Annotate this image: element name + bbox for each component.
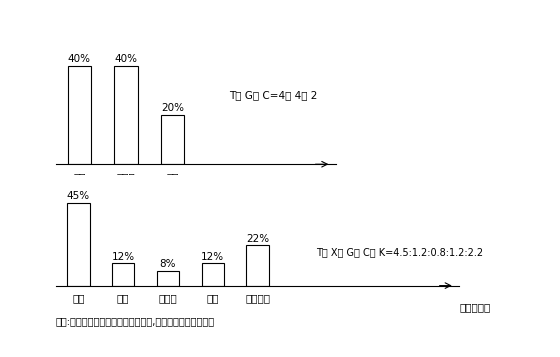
Bar [161, 115, 184, 164]
Bar [157, 271, 179, 286]
Bar [114, 66, 138, 164]
Text: 12%: 12% [201, 252, 225, 262]
Text: 45%: 45% [67, 191, 90, 201]
Text: T： G： C=4： 4： 2: T： G： C=4： 4： 2 [228, 90, 317, 100]
Text: 12%: 12% [111, 252, 135, 262]
Text: 40%: 40% [114, 54, 138, 64]
Bar [68, 66, 91, 164]
Bar [112, 263, 134, 286]
Bar [67, 203, 90, 286]
Bar [246, 245, 269, 286]
Text: 20%: 20% [161, 103, 184, 113]
Text: 22%: 22% [246, 233, 269, 243]
Bar [202, 263, 224, 286]
Text: 40%: 40% [68, 54, 91, 64]
Text: （注:实际分布比例应根据工程量计算,以上仅为举例形式。）: （注:实际分布比例应根据工程量计算,以上仅为举例形式。） [56, 316, 215, 326]
Text: （综合楼）: （综合楼） [459, 302, 491, 312]
Text: T： X： G： C： K=4.5:1.2:0.8:1.2:2.2: T： X： G： C： K=4.5:1.2:0.8:1.2:2.2 [316, 247, 483, 257]
Text: （住宅楼）: （住宅楼） [336, 184, 367, 194]
Text: 8%: 8% [160, 260, 176, 270]
